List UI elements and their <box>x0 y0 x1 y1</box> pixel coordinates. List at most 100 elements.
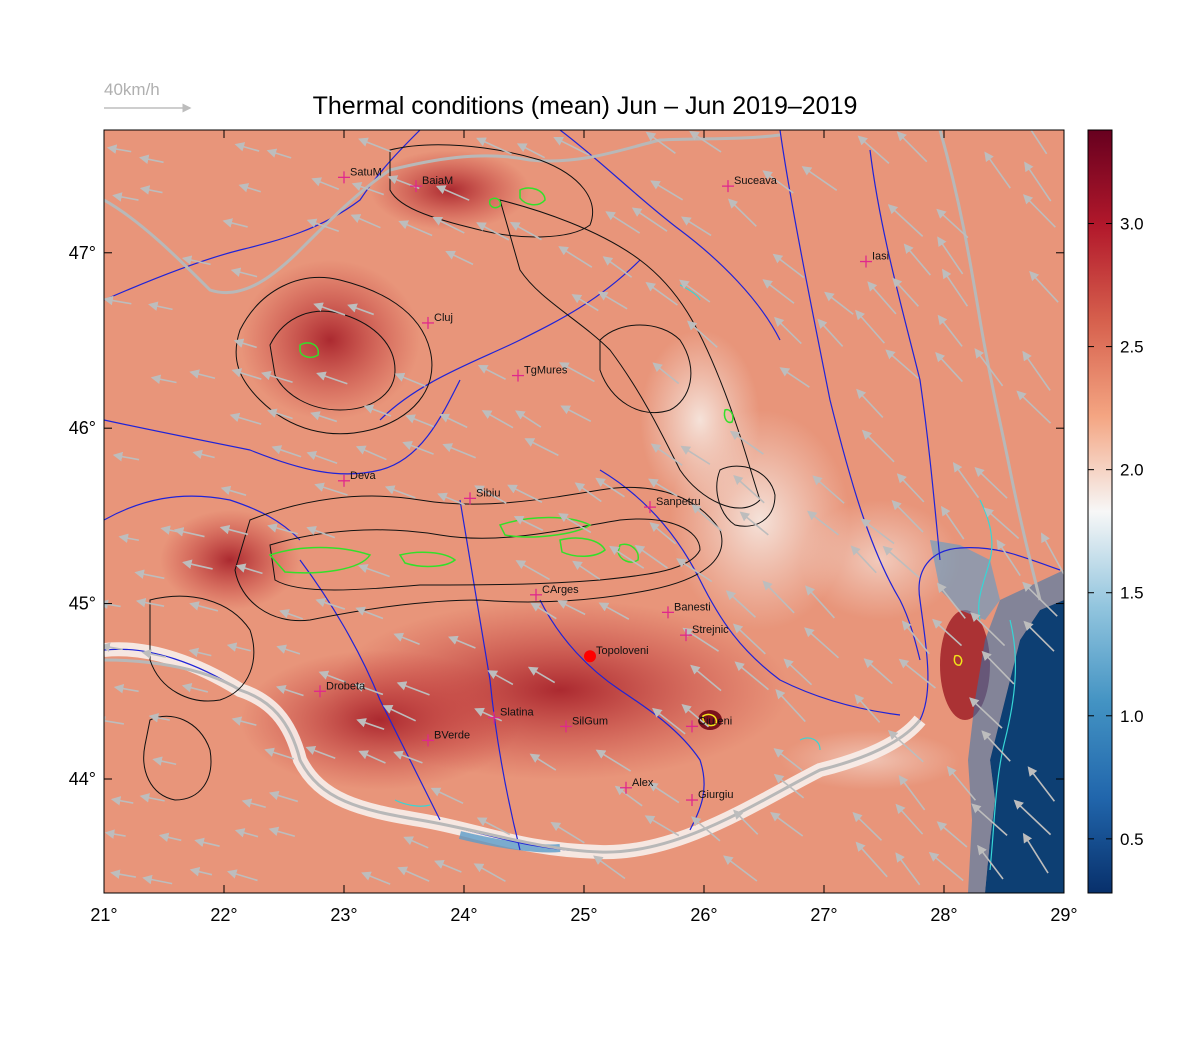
wind-arrow <box>314 482 348 496</box>
contour-coast <box>989 619 1017 871</box>
contour-danube-east <box>799 737 821 751</box>
wind-arrow <box>234 142 260 152</box>
border-south <box>104 658 922 854</box>
wind-arrow <box>734 661 770 691</box>
wind-arrow <box>560 405 592 423</box>
wind-arrow <box>439 413 468 429</box>
wind-arrow <box>553 136 590 156</box>
lon-tick-label: 28° <box>930 905 957 925</box>
station-alex: Alex <box>620 777 654 794</box>
contour-yellow-dobrogea <box>953 654 963 666</box>
station-label: Banesti <box>674 601 711 613</box>
wind-arrow <box>231 368 262 380</box>
wind-arrow <box>774 316 802 345</box>
station-label: Sibiu <box>476 487 500 499</box>
wind-arrow <box>981 650 1015 685</box>
wind-arrow <box>106 144 132 154</box>
wind-arrow <box>887 730 924 763</box>
contour-apuseni <box>235 276 433 435</box>
wind-arrow <box>189 601 219 612</box>
wind-arrow <box>812 475 845 504</box>
wind-arrow <box>762 170 794 194</box>
wind-arrow <box>974 348 1004 387</box>
wind-arrow <box>952 462 980 499</box>
wind-arrow <box>398 220 433 237</box>
wind-arrow <box>233 338 257 349</box>
wind-arrow <box>268 790 299 803</box>
wind-arrow <box>856 388 884 419</box>
wind-arrow <box>855 309 885 344</box>
wind-arrow <box>516 143 546 159</box>
station-drobeta: Drobeta <box>314 680 366 698</box>
wind-arrow <box>226 869 258 882</box>
lat-tick-label: 45° <box>69 594 96 614</box>
wind-arrow <box>996 539 1021 576</box>
station-calarasi: Ciu.eni <box>686 715 732 733</box>
wind-arrow <box>1022 832 1049 874</box>
station-label: Suceava <box>734 175 778 187</box>
wind-arrow <box>393 632 420 646</box>
wind-arrow <box>355 445 387 461</box>
wind-arrow <box>558 513 592 534</box>
wind-arrow <box>739 511 769 536</box>
wind-arrow <box>356 718 385 730</box>
wind-arrow <box>306 451 338 464</box>
wind-arrow <box>515 410 542 428</box>
lat-tick-label: 46° <box>69 418 96 438</box>
station-label: Iasi <box>872 251 889 263</box>
wind-arrow <box>1024 161 1052 202</box>
wind-arrow <box>435 185 470 201</box>
sea-shelf <box>968 570 1064 893</box>
wind-arrow <box>650 180 684 201</box>
wind-arrow <box>863 658 893 685</box>
wind-arrow <box>182 559 213 570</box>
wind-arrow <box>597 291 628 310</box>
contour-harghita <box>599 324 692 414</box>
station-label: Topoloveni <box>596 645 649 657</box>
hot-region-olt <box>240 650 520 790</box>
wind-arrow <box>689 130 722 153</box>
wind-arrow <box>1016 390 1052 424</box>
wind-arrow <box>181 683 209 693</box>
wind-arrow <box>614 785 643 807</box>
wind-arrow <box>476 817 511 836</box>
wind-arrow <box>932 618 963 647</box>
wind-arrow <box>134 569 165 580</box>
wind-arrow <box>311 177 340 190</box>
wind-arrow <box>779 367 810 388</box>
wind-arrow <box>572 560 601 580</box>
wind-arrow <box>476 137 512 155</box>
wind-arrow <box>981 730 1011 762</box>
wind-arrow <box>306 218 340 233</box>
station-label: BaiaM <box>422 175 453 187</box>
wind-arrow <box>397 866 430 882</box>
contour-brasov-hills <box>716 465 776 527</box>
station-label: Sanpetru <box>656 496 701 508</box>
danube-delta <box>930 540 1000 620</box>
wind-arrow <box>936 582 966 619</box>
river-prut <box>869 149 941 561</box>
wind-arrow <box>679 279 711 303</box>
wind-arrow <box>984 151 1011 189</box>
lon-tick-label: 29° <box>1050 905 1077 925</box>
wind-arrow <box>118 533 140 543</box>
lon-tick-label: 22° <box>210 905 237 925</box>
station-label: BVerde <box>434 729 470 741</box>
lon-tick-label: 24° <box>450 905 477 925</box>
wind-arrow <box>860 518 895 545</box>
wind-arrow <box>971 803 1008 836</box>
wind-arrow <box>315 597 346 610</box>
wind-arrow <box>112 451 140 462</box>
station-tgmures: TgMures <box>512 365 568 382</box>
wind-arrow <box>275 684 304 697</box>
wind-arrow <box>112 192 139 202</box>
wind-arrow <box>235 563 263 575</box>
wind-arrow <box>402 441 434 455</box>
contour-yellow-calarasi <box>702 713 718 727</box>
wind-arrow <box>574 482 602 503</box>
wind-arrow <box>529 753 557 771</box>
wind-arrow <box>896 131 928 163</box>
map-title: Thermal conditions (mean) Jun – Jun 2019… <box>312 92 858 120</box>
wind-arrow <box>772 253 805 279</box>
